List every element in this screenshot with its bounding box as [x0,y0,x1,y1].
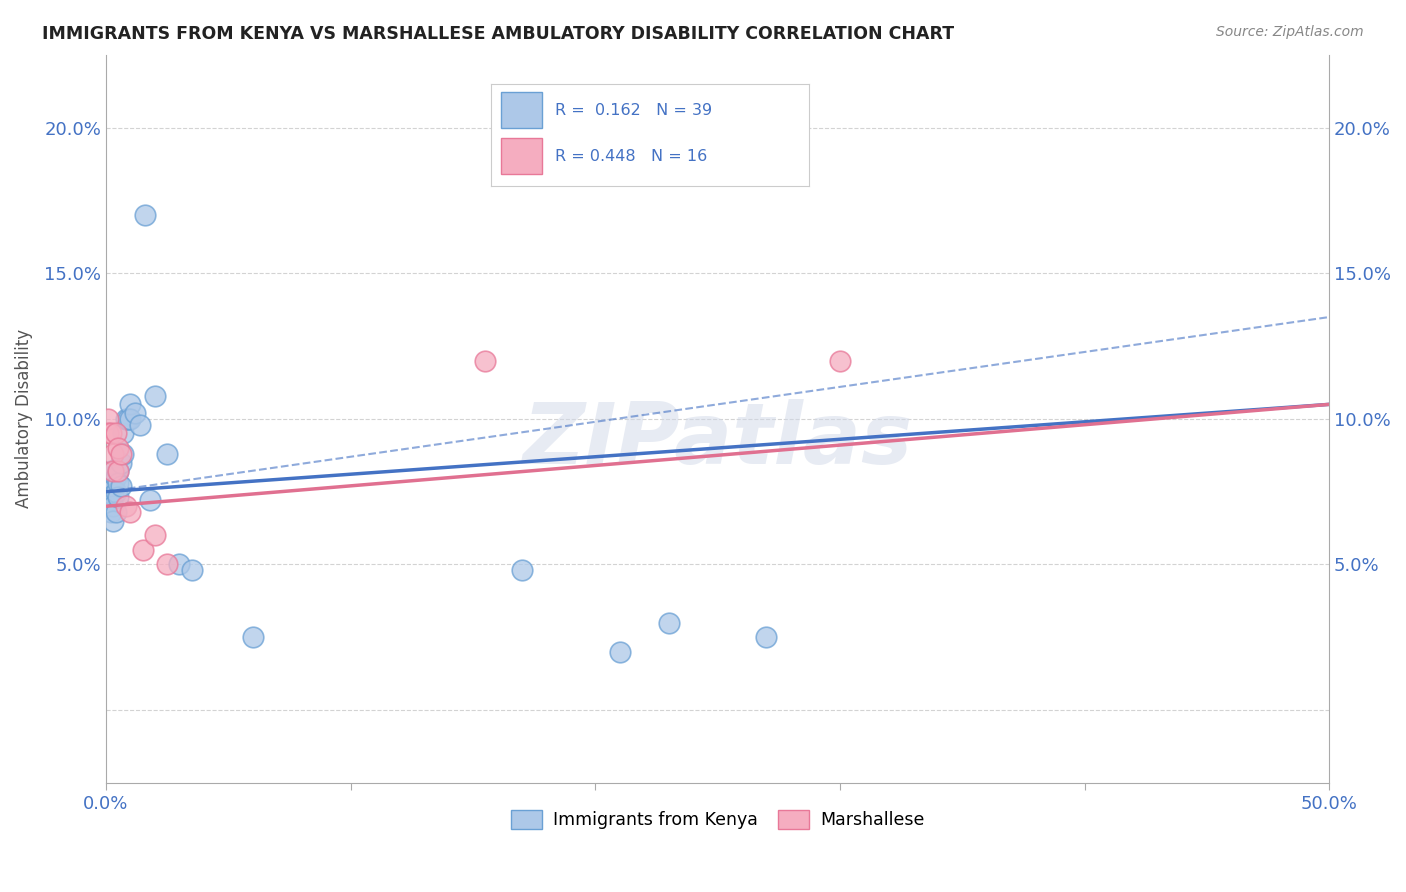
Point [112,447,135,461]
Point [104,470,127,484]
Y-axis label: Ambulatory Disability: Ambulatory Disability [15,329,32,508]
Point [156,447,179,461]
Point [114,412,136,426]
Point [97,484,120,499]
Point [131,542,153,557]
Point [100,464,122,478]
Point [110,447,132,461]
Point [97,470,120,484]
Point [103,464,125,478]
Point [97,412,120,426]
Point [120,505,142,519]
Text: IMMIGRANTS FROM KENYA VS MARSHALLESE AMBULATORY DISABILITY CORRELATION CHART: IMMIGRANTS FROM KENYA VS MARSHALLESE AMB… [42,25,955,43]
Point [107,475,129,490]
Point [103,500,125,514]
Text: ZIPatlas: ZIPatlas [523,400,912,483]
Point [169,558,191,572]
Point [658,615,681,630]
Point [104,505,127,519]
Point [755,630,778,644]
Point [120,397,142,411]
Point [134,208,156,222]
Point [143,528,166,542]
Point [180,563,202,577]
Point [474,353,496,368]
Point [107,464,129,478]
Point [97,493,120,508]
Point [510,563,533,577]
Point [112,426,135,441]
Point [117,412,139,426]
Point [107,441,129,455]
Point [100,493,122,508]
Point [242,630,264,644]
Point [104,426,127,441]
Point [100,505,122,519]
Point [103,487,125,501]
Point [103,447,125,461]
Point [107,491,129,505]
Point [143,389,166,403]
Point [103,514,125,528]
Point [103,482,125,496]
Point [100,426,122,441]
Point [124,406,146,420]
Point [139,493,162,508]
Point [828,353,851,368]
Point [107,464,129,478]
Point [100,479,122,493]
Text: Source: ZipAtlas.com: Source: ZipAtlas.com [1216,25,1364,39]
Point [114,500,136,514]
Point [156,558,179,572]
Point [110,456,132,470]
Legend: Immigrants from Kenya, Marshallese: Immigrants from Kenya, Marshallese [503,803,931,836]
Point [609,645,631,659]
Point [103,475,125,490]
Point [97,426,120,441]
Point [129,417,152,432]
Point [104,484,127,499]
Point [120,412,142,426]
Point [110,479,132,493]
